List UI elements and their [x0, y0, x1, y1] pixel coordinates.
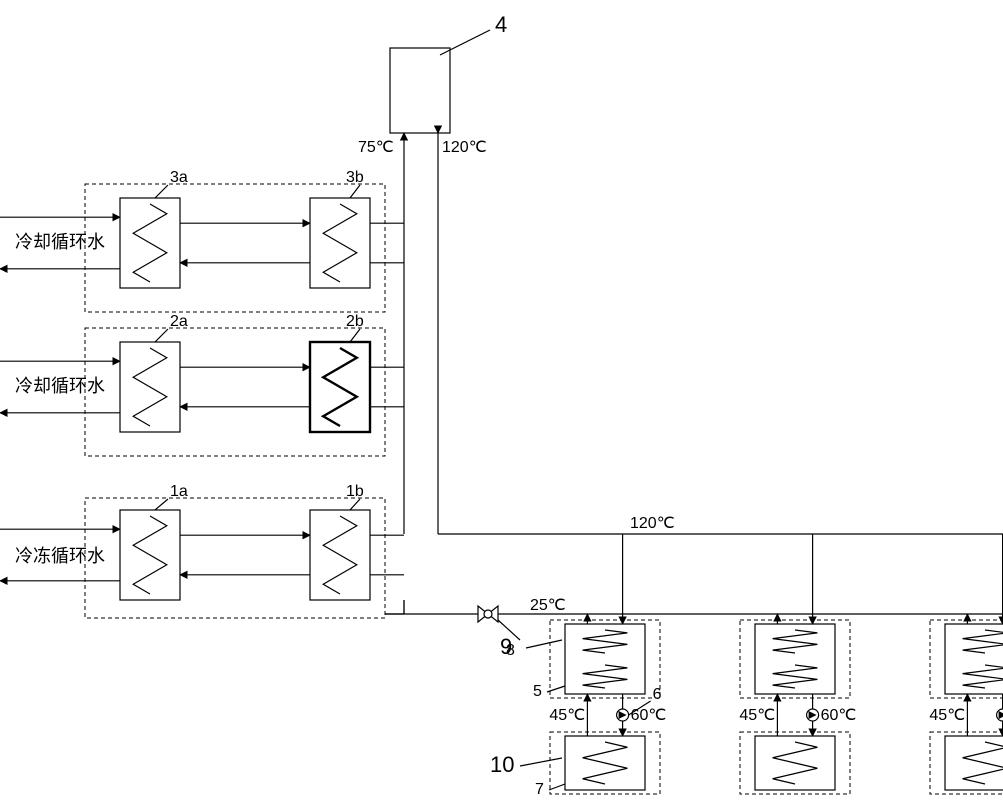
callout-5: 5 — [533, 683, 542, 700]
label-cooling1: 冷却循环水 — [15, 232, 105, 252]
label-cooling2: 冷却循环水 — [15, 376, 105, 396]
callout-2b: 2b — [346, 313, 364, 330]
temp-45-0: 45℃ — [549, 707, 585, 724]
callout-1b: 1b — [346, 483, 364, 500]
callout-3a: 3a — [170, 169, 188, 186]
temp-45-1: 45℃ — [739, 707, 775, 724]
label-chilled: 冷冻循环水 — [15, 546, 105, 566]
mains: 120℃ 8 25℃ — [385, 515, 1003, 659]
callout-10: 10 — [490, 752, 514, 777]
temp-25: 25℃ — [530, 597, 566, 614]
temp-120a: 120℃ — [442, 139, 487, 156]
temp-75: 75℃ — [358, 139, 394, 156]
temp-60-0: 60℃ — [631, 707, 667, 724]
callout-2a: 2a — [170, 313, 188, 330]
callout-4: 4 — [495, 12, 507, 37]
temp-45-2: 45℃ — [929, 707, 965, 724]
callout-7: 7 — [535, 781, 544, 798]
callout-9: 9 — [500, 634, 512, 659]
callout-1a: 1a — [170, 483, 188, 500]
temp-120b: 120℃ — [630, 515, 675, 532]
temp-60-1: 60℃ — [821, 707, 857, 724]
schematic-canvas: 4 75℃ 120℃ 冷却循环水 冷却循环水 冷冻循环水 120℃ 8 25℃ … — [0, 0, 1003, 809]
riser-lines: 75℃ 120℃ — [358, 133, 487, 534]
top-tank: 4 — [390, 12, 507, 133]
callout-3b: 3b — [346, 169, 364, 186]
callout-6: 6 — [653, 686, 662, 703]
